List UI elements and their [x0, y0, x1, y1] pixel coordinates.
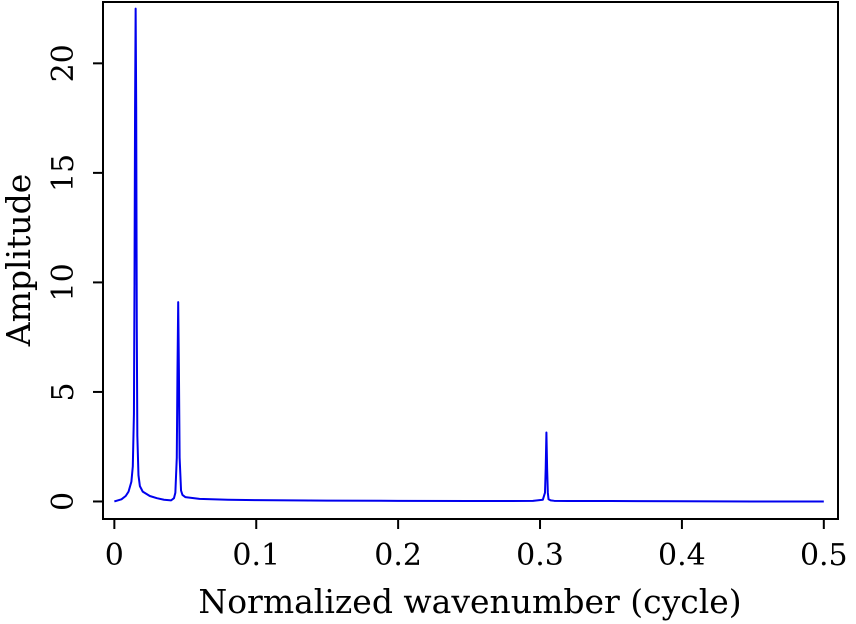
y-tick-label: 10	[46, 263, 81, 301]
plot-frame	[102, 1, 839, 520]
x-tick-label: 0	[105, 538, 124, 573]
x-tick-label: 0.2	[374, 538, 422, 573]
y-tick-label: 15	[46, 154, 81, 192]
x-tick-label: 0.4	[658, 538, 706, 573]
y-tick-label: 20	[46, 44, 81, 82]
y-tick-label: 5	[46, 382, 81, 401]
x-axis-ticks: 0 0.1 0.2 0.3 0.4 0.5	[105, 519, 848, 573]
x-axis-label: Normalized wavenumber (cycle)	[198, 582, 741, 621]
x-tick-label: 0.3	[516, 538, 564, 573]
x-tick-label: 0.1	[232, 538, 280, 573]
y-axis-ticks: 0 5 10 15 20	[46, 44, 103, 511]
x-tick-label: 0.5	[800, 538, 848, 573]
y-axis-label: Amplitude	[0, 174, 38, 348]
y-tick-label: 0	[46, 492, 81, 511]
series-line-amplitude	[114, 7, 824, 503]
